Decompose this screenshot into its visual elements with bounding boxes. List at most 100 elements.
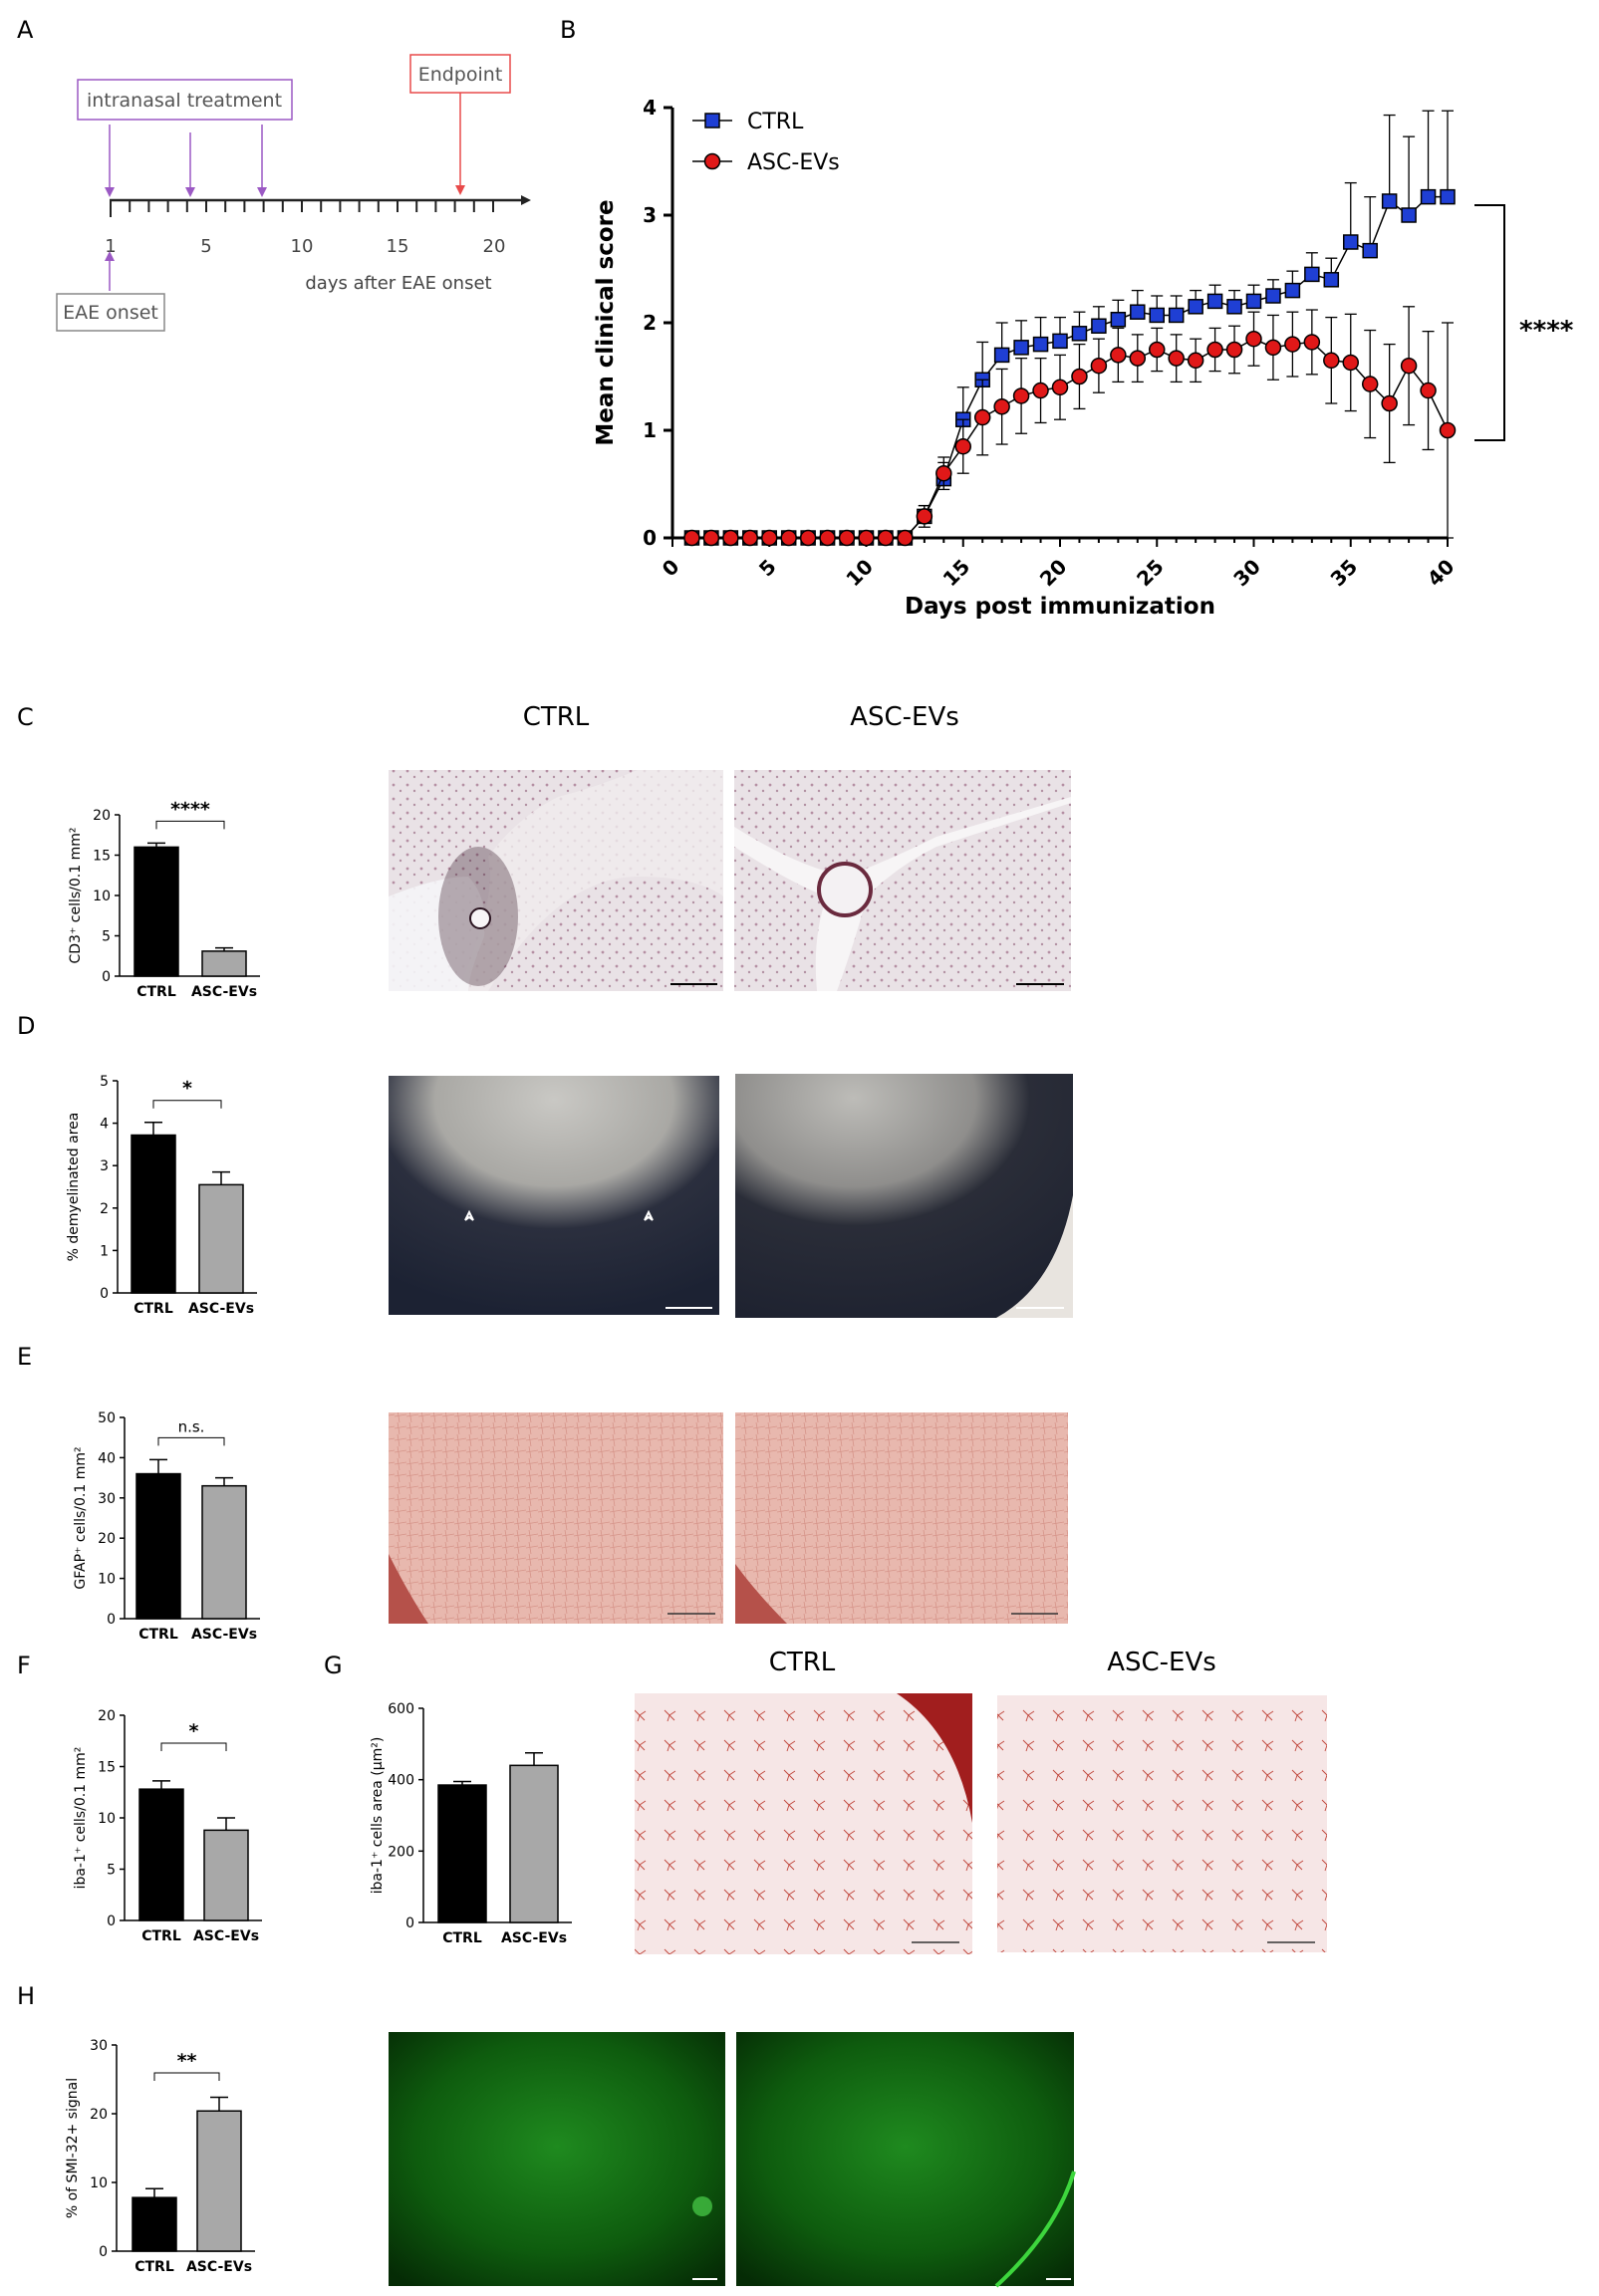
data-point bbox=[954, 437, 971, 455]
data-point bbox=[1343, 234, 1359, 250]
data-point bbox=[1071, 326, 1088, 342]
data-point bbox=[1303, 334, 1321, 351]
y-tick-label: 0 bbox=[405, 1915, 414, 1931]
y-tick-label: 10 bbox=[98, 1811, 116, 1827]
data-point bbox=[1245, 330, 1262, 348]
data-point bbox=[780, 529, 797, 547]
timeline-tick-label: 20 bbox=[483, 236, 506, 257]
legend-marker bbox=[704, 113, 720, 128]
header-asc: ASC-EVs bbox=[1107, 1648, 1216, 1677]
x-axis-label: Days post immunization bbox=[905, 594, 1215, 620]
y-tick-label: 15 bbox=[98, 1760, 116, 1776]
y-tick-label: 50 bbox=[98, 1410, 116, 1426]
bar-chart-f: 0 5 10 15 20 iba-1⁺ cells/0.1 mm² CTRL ASC-EVs * bbox=[73, 1708, 262, 1944]
data-point bbox=[858, 529, 875, 547]
y-tick-label: 0 bbox=[102, 969, 111, 985]
y-tick-label: 30 bbox=[98, 1491, 116, 1507]
data-point bbox=[1323, 272, 1340, 288]
timeline-ticks bbox=[110, 200, 494, 217]
significance-marker: n.s. bbox=[178, 1417, 205, 1435]
histology-myelin-asc bbox=[735, 1074, 1073, 1318]
y-tick-label: 1 bbox=[100, 1243, 109, 1259]
data-point bbox=[1361, 376, 1379, 392]
histology-cd3-ctrl bbox=[389, 770, 723, 991]
category-label: CTRL bbox=[136, 984, 176, 1000]
bar-chart-d: 0 1 2 3 4 5 % demyelinated area CTRL ASC-EVs * bbox=[66, 1074, 257, 1317]
legend-marker bbox=[703, 152, 721, 170]
timeline-tick-label: 10 bbox=[291, 236, 314, 257]
data-point bbox=[1032, 336, 1049, 353]
data-point bbox=[1013, 340, 1029, 356]
y-axis-label: % demyelinated area bbox=[66, 1113, 82, 1262]
category-label: ASC-EVs bbox=[191, 984, 257, 1000]
timeline-tick-label: 1 bbox=[105, 236, 116, 257]
y-tick-label: 1 bbox=[643, 418, 657, 442]
significance-marker: * bbox=[189, 1720, 199, 1742]
significance-bracket bbox=[1474, 204, 1505, 441]
y-axis-label: CD3⁺ cells/0.1 mm² bbox=[68, 827, 84, 963]
data-point bbox=[897, 529, 914, 547]
significance-bracket bbox=[155, 820, 225, 830]
bar bbox=[203, 1829, 249, 1921]
timeline-tick-label: 5 bbox=[200, 236, 211, 257]
category-label: CTRL bbox=[141, 1928, 181, 1944]
data-point bbox=[935, 464, 952, 482]
significance-marker: * bbox=[182, 1078, 192, 1100]
data-point bbox=[1381, 193, 1398, 209]
histology-cd3-asc bbox=[734, 770, 1071, 991]
data-point bbox=[993, 397, 1010, 415]
data-point bbox=[1420, 382, 1437, 399]
data-point bbox=[1090, 357, 1108, 375]
data-point bbox=[1206, 293, 1223, 310]
data-point bbox=[1362, 242, 1378, 259]
y-tick-label: 0 bbox=[100, 1286, 109, 1302]
data-point bbox=[1323, 352, 1340, 370]
data-point bbox=[683, 529, 700, 547]
category-label: CTRL bbox=[442, 1930, 482, 1946]
y-tick-label: 400 bbox=[388, 1773, 414, 1789]
y-tick-label: 4 bbox=[100, 1117, 109, 1133]
y-tick-label: 20 bbox=[90, 2107, 108, 2123]
data-point bbox=[1188, 299, 1203, 315]
category-label: ASC-EVs bbox=[193, 1928, 259, 1944]
y-tick-label: 15 bbox=[93, 849, 111, 865]
x-tick-label: 0 bbox=[658, 555, 684, 582]
data-point bbox=[1284, 282, 1301, 299]
endpoint-label: Endpoint bbox=[418, 64, 503, 86]
treatment-label: intranasal treatment bbox=[87, 90, 282, 112]
panel-letter-g: G bbox=[324, 1652, 343, 1679]
data-point bbox=[1342, 354, 1359, 372]
y-tick-label: 0 bbox=[107, 1913, 116, 1929]
data-point bbox=[973, 408, 991, 426]
data-point bbox=[1091, 318, 1107, 334]
bar bbox=[132, 2196, 177, 2252]
data-point bbox=[761, 529, 778, 547]
data-point bbox=[799, 529, 817, 547]
data-point bbox=[1400, 357, 1418, 375]
data-point bbox=[1420, 188, 1437, 205]
significance-bracket bbox=[160, 1742, 227, 1751]
data-point bbox=[1265, 288, 1281, 304]
legend-label: CTRL bbox=[747, 110, 804, 134]
data-point bbox=[1052, 333, 1068, 350]
treatment-box bbox=[77, 79, 293, 121]
data-point bbox=[1168, 307, 1185, 324]
data-point bbox=[1264, 339, 1282, 357]
y-tick-label: 20 bbox=[98, 1708, 116, 1724]
category-label: ASC-EVs bbox=[501, 1930, 567, 1946]
y-tick-label: 600 bbox=[388, 1701, 414, 1717]
y-tick-label: 40 bbox=[98, 1450, 116, 1466]
y-tick-label: 5 bbox=[102, 929, 111, 945]
onset-label: EAE onset bbox=[63, 302, 158, 324]
x-tick-label: 35 bbox=[1326, 555, 1363, 592]
y-axis-label: Mean clinical score bbox=[593, 199, 619, 445]
header-ctrl: CTRL bbox=[523, 702, 590, 732]
data-point bbox=[1168, 350, 1185, 367]
bar-chart-c: 0 5 10 15 20 CD3⁺ cells/0.1 mm² CTRL ASC-EVs ***… bbox=[68, 798, 260, 1000]
bar-chart-g: 0 200 400 600 iba-1⁺ cells area (μm²) CTRL ASC… bbox=[370, 1701, 572, 1946]
data-point bbox=[1206, 341, 1223, 359]
data-point bbox=[1071, 368, 1088, 385]
bar bbox=[135, 1472, 181, 1620]
